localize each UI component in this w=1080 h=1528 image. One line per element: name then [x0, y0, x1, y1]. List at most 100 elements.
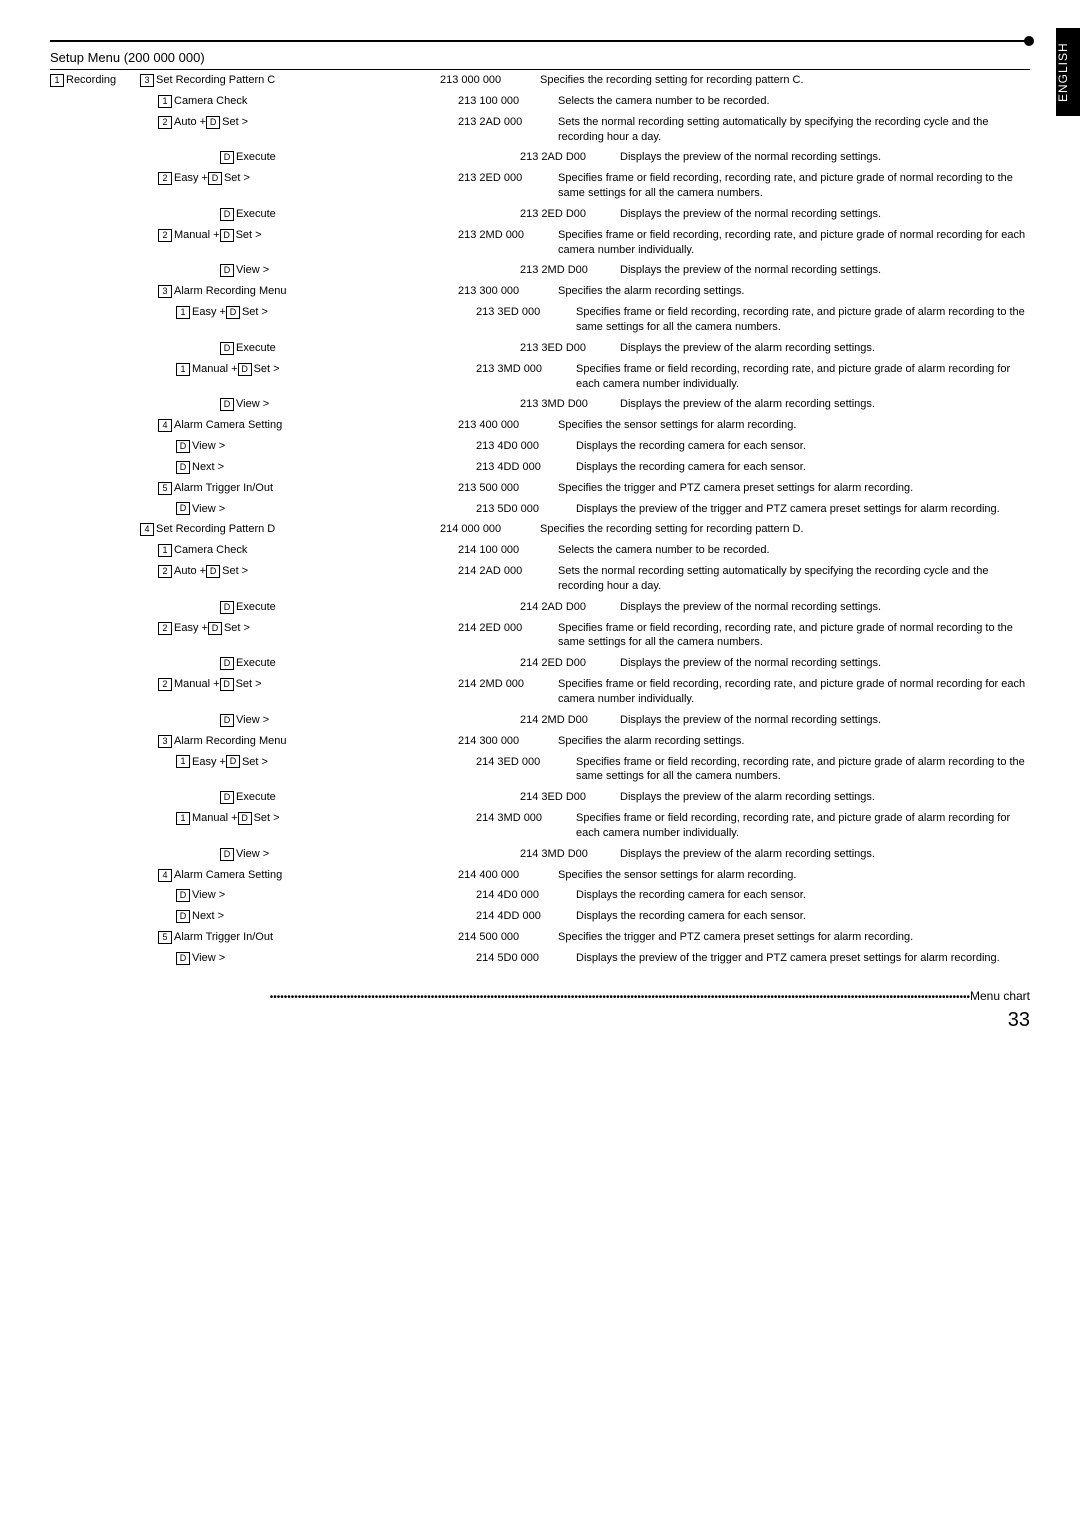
box-icon: 1: [158, 95, 172, 108]
table-row: DView >213 2MD D00Displays the preview o…: [50, 260, 1030, 281]
box-icon: D: [220, 601, 234, 614]
menu-item: DNext >: [140, 460, 476, 475]
menu-code: 213 4D0 000: [476, 439, 576, 454]
box-icon: D: [220, 791, 234, 804]
menu-item-label: Execute: [236, 656, 276, 671]
box-icon: D: [176, 502, 190, 515]
menu-item-label: Alarm Camera Setting: [174, 418, 282, 433]
menu-item: DView >: [140, 502, 476, 517]
menu-code: 213 5D0 000: [476, 502, 576, 517]
table-row: DView >214 3MD D00Displays the preview o…: [50, 844, 1030, 865]
menu-desc: Specifies frame or field recording, reco…: [576, 811, 1030, 841]
menu-item-label: Set Recording Pattern D: [156, 522, 275, 537]
menu-item-label-2: Set >: [224, 621, 250, 636]
menu-code: 214 100 000: [458, 543, 558, 558]
menu-desc: Displays the preview of the trigger and …: [576, 502, 1030, 517]
menu-desc: Selects the camera number to be recorded…: [558, 543, 1030, 558]
menu-code: 214 2MD 000: [458, 677, 558, 692]
menu-item-label: View >: [236, 713, 269, 728]
menu-code: 214 2ED 000: [458, 621, 558, 636]
menu-item-label: Manual +: [174, 228, 220, 243]
menu-item-label: Camera Check: [174, 94, 247, 109]
menu-code: 214 4D0 000: [476, 888, 576, 903]
box-icon: 1: [158, 544, 172, 557]
menu-item-label-2: Set >: [222, 564, 248, 579]
menu-item: 4Set Recording Pattern D: [140, 522, 440, 537]
menu-desc: Sets the normal recording setting automa…: [558, 564, 1030, 594]
table-row: DExecute 214 2AD D00Displays the preview …: [50, 597, 1030, 618]
table-row: 3Alarm Recording Menu213 300 000Specifie…: [50, 281, 1030, 302]
table-row: 5Alarm Trigger In/Out214 500 000Specifie…: [50, 927, 1030, 948]
menu-item: DView >: [140, 263, 520, 278]
box-icon: 2: [158, 229, 172, 242]
table-row: DView >213 3MD D00Displays the preview o…: [50, 394, 1030, 415]
menu-item-label-2: Set >: [242, 305, 268, 320]
menu-item: DExecute: [140, 150, 520, 165]
box-icon: D: [220, 398, 234, 411]
box-icon: 4: [158, 869, 172, 882]
menu-desc: Specifies the trigger and PTZ camera pre…: [558, 481, 1030, 496]
box-icon: D: [220, 342, 234, 355]
box-icon: 3: [140, 74, 154, 87]
menu-item: 2Easy + DSet >: [140, 621, 458, 636]
box-icon: D: [176, 461, 190, 474]
box-icon: D: [238, 363, 252, 376]
header-dot-icon: [1024, 36, 1034, 46]
menu-item: 1Camera Check: [140, 543, 458, 558]
menu-item: DView >: [140, 397, 520, 412]
box-icon: 3: [158, 285, 172, 298]
box-icon: D: [220, 678, 234, 691]
menu-item-label: View >: [192, 888, 225, 903]
menu-item: DExecute: [140, 341, 520, 356]
footer-label: Menu chart: [970, 989, 1030, 1003]
menu-item-label: Manual +: [192, 811, 238, 826]
table-row: DExecute214 2ED D00Displays the preview …: [50, 653, 1030, 674]
menu-desc: Displays the preview of the normal recor…: [620, 207, 1030, 222]
box-icon: 2: [158, 172, 172, 185]
menu-code: 214 5D0 000: [476, 951, 576, 966]
menu-desc: Displays the preview of the alarm record…: [620, 790, 1030, 805]
menu-code: 214 3ED D00: [520, 790, 620, 805]
table-row: DExecute213 3ED D00Displays the preview …: [50, 338, 1030, 359]
table-row: 1Manual + DSet >213 3MD 000Specifies fra…: [50, 359, 1030, 395]
table-row: DExecute213 2ED D00Displays the preview …: [50, 204, 1030, 225]
menu-item: DView >: [140, 713, 520, 728]
menu-item-label: Alarm Trigger In/Out: [174, 481, 273, 496]
menu-code: 213 3ED 000: [476, 305, 576, 320]
menu-desc: Specifies the trigger and PTZ camera pre…: [558, 930, 1030, 945]
menu-item: 3Alarm Recording Menu: [140, 284, 458, 299]
menu-code: 213 000 000: [440, 73, 540, 88]
table-row: DNext >213 4DD 000Displays the recording…: [50, 457, 1030, 478]
menu-code: 214 000 000: [440, 522, 540, 537]
table-row: 1Recording3Set Recording Pattern C213 00…: [50, 70, 1030, 91]
menu-item-label-2: Set >: [222, 115, 248, 130]
menu-item-label: Execute: [236, 600, 276, 615]
menu-desc: Displays the preview of the normal recor…: [620, 656, 1030, 671]
menu-desc: Displays the preview of the normal recor…: [620, 600, 1030, 615]
box-icon: D: [220, 657, 234, 670]
menu-desc: Specifies the sensor settings for alarm …: [558, 418, 1030, 433]
table-row: 4Alarm Camera Setting214 400 000Specifie…: [50, 865, 1030, 886]
menu-item: 1Easy + DSet >: [140, 755, 476, 770]
box-icon: D: [206, 565, 220, 578]
menu-code: 214 2AD D00: [520, 600, 620, 615]
table-row: 2Manual + DSet >213 2MD 000Specifies fra…: [50, 225, 1030, 261]
menu-item: 5Alarm Trigger In/Out: [140, 481, 458, 496]
menu-desc: Specifies the recording setting for reco…: [540, 522, 1030, 537]
menu-item-label-2: Set >: [254, 811, 280, 826]
box-icon: 2: [158, 565, 172, 578]
box-icon: D: [238, 812, 252, 825]
menu-item: 1Manual + DSet >: [140, 811, 476, 826]
root-label: Recording: [66, 74, 116, 86]
menu-item-label: Easy +: [192, 755, 226, 770]
menu-item-label: Execute: [236, 790, 276, 805]
menu-item: 2Easy + DSet >: [140, 171, 458, 186]
box-icon: D: [220, 264, 234, 277]
menu-item-label: Next >: [192, 909, 224, 924]
menu-item-label: View >: [236, 397, 269, 412]
menu-desc: Specifies the sensor settings for alarm …: [558, 868, 1030, 883]
menu-desc: Specifies frame or field recording, reco…: [558, 228, 1030, 258]
page-title: Setup Menu (200 000 000): [50, 50, 1030, 65]
table-row: DExecute213 2AD D00Displays the preview …: [50, 147, 1030, 168]
table-row: 1Manual + DSet >214 3MD 000Specifies fra…: [50, 808, 1030, 844]
